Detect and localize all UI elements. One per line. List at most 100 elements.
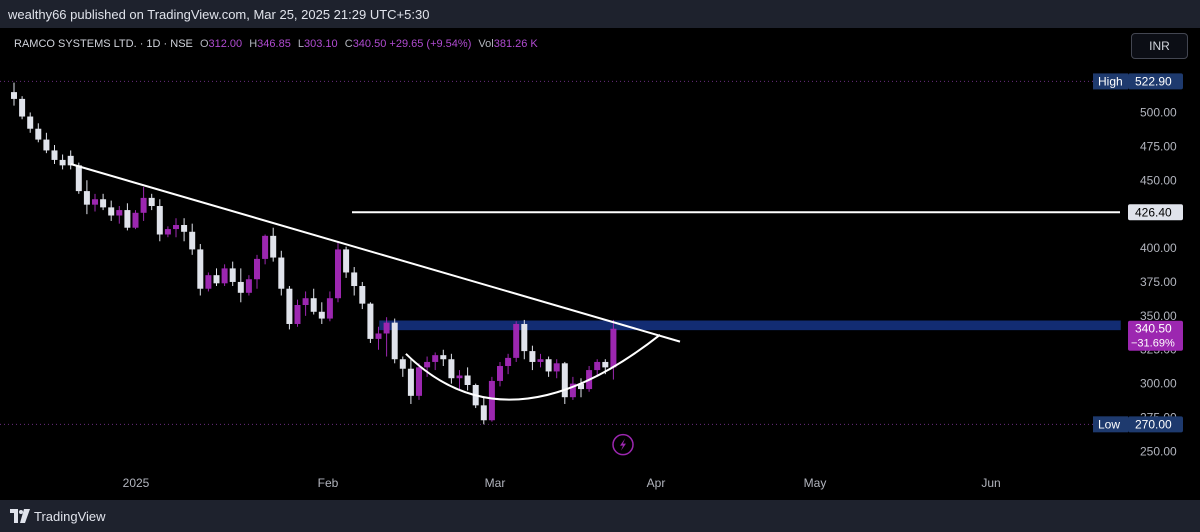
candle-body — [310, 298, 317, 312]
candle-body — [173, 225, 179, 230]
candle-body — [245, 279, 252, 293]
candle-body — [375, 333, 382, 339]
change-value: +29.65 (+9.54%) — [389, 38, 472, 50]
y-tick-label: 375.00 — [1140, 275, 1177, 289]
candle-body — [383, 322, 390, 334]
publisher-bar: wealthy66 published on TradingView.com, … — [0, 0, 1200, 28]
candle-body — [464, 375, 471, 385]
publisher-text: wealthy66 published on TradingView.com, … — [8, 7, 430, 22]
price-tag-bg — [1128, 204, 1183, 221]
lightning-icon — [612, 433, 634, 456]
price-tag-name: High — [1098, 74, 1123, 88]
tradingview-logo-icon — [10, 509, 30, 523]
candle-body — [561, 363, 568, 398]
x-tick-label: Jun — [981, 476, 1000, 490]
candle-body — [318, 311, 325, 319]
candle-body — [594, 361, 601, 371]
candle-body — [448, 359, 455, 379]
candle-body — [108, 207, 115, 216]
candle-body — [237, 281, 244, 293]
candle-body — [140, 197, 147, 213]
candle-body — [326, 298, 333, 319]
y-tick-label: 300.00 — [1140, 377, 1177, 391]
candle-body — [205, 275, 212, 289]
resistance-zone — [379, 320, 1121, 331]
price-tag-bg — [1128, 320, 1183, 351]
price-tag-bg — [1128, 73, 1183, 90]
candle-body — [164, 229, 171, 235]
candle-body — [262, 235, 269, 259]
candle-body — [529, 351, 536, 362]
x-tick-label: Mar — [485, 476, 506, 490]
footer-bar: TradingView — [0, 500, 1200, 532]
candle-body — [537, 359, 544, 362]
candle-body — [181, 225, 188, 232]
symbol-label: RAMCO SYSTEMS LTD. · 1D · NSE — [14, 38, 193, 50]
candle-body — [391, 322, 398, 360]
candle-body — [416, 367, 422, 396]
candle-body — [100, 199, 107, 208]
candle-body — [229, 268, 236, 282]
candle-body — [359, 286, 366, 304]
candle-body — [286, 288, 293, 324]
candle-body — [19, 98, 26, 117]
candle-body — [343, 249, 350, 273]
candle-body — [440, 355, 447, 360]
candle-body — [148, 197, 155, 207]
candle-body — [156, 206, 163, 235]
candle-body — [294, 305, 301, 324]
candle-body — [302, 298, 309, 305]
y-tick-label: 350.00 — [1140, 309, 1177, 323]
candle-body — [270, 235, 277, 258]
candle-body — [254, 258, 260, 280]
candle-body — [497, 366, 503, 381]
price-tag-value: 340.50 — [1135, 322, 1172, 336]
candle-body — [67, 155, 74, 166]
price-tag-name: Low — [1098, 417, 1120, 431]
price-tag-change: −31.69% — [1131, 338, 1175, 350]
rounding-bottom-curve — [405, 334, 661, 401]
candle-body — [602, 361, 609, 368]
candle-body — [488, 380, 495, 421]
x-tick-label: May — [804, 476, 827, 490]
price-tag-value: 270.00 — [1135, 417, 1172, 431]
footer-brand: TradingView — [34, 509, 106, 524]
candle-body — [221, 268, 228, 284]
candle-body — [116, 210, 123, 216]
candle-body — [132, 212, 139, 228]
candle-body — [51, 150, 58, 160]
y-tick-label: 400.00 — [1140, 241, 1177, 255]
close-value: 340.50 — [352, 38, 387, 50]
candle-body — [92, 199, 98, 205]
candle-body — [399, 359, 406, 369]
high-value: 346.85 — [257, 38, 291, 50]
candle-body — [27, 116, 34, 129]
candle-body — [83, 191, 90, 205]
candle-body — [456, 375, 463, 379]
candle-body — [407, 368, 414, 396]
y-tick-label: 250.00 — [1140, 444, 1177, 458]
trendline — [70, 163, 681, 343]
price-tag-value: 522.90 — [1135, 74, 1172, 88]
candle-body — [11, 92, 17, 99]
candle-body — [351, 272, 358, 287]
candle-body — [278, 257, 285, 289]
candle-body — [189, 231, 196, 250]
candle-body — [545, 359, 552, 372]
candle-body — [513, 323, 520, 358]
candle-body — [335, 249, 341, 299]
y-tick-label: 475.00 — [1140, 139, 1177, 153]
candle-body — [480, 405, 487, 421]
volume-value: 381.26 K — [493, 38, 538, 50]
price-tag-name-bg — [1093, 416, 1128, 433]
ohlc-legend: RAMCO SYSTEMS LTD. · 1D · NSE O312.00 H3… — [14, 38, 538, 50]
x-tick-label: Apr — [647, 476, 666, 490]
price-tag-value: 426.40 — [1135, 205, 1172, 219]
lightning-bolt-icon — [620, 438, 626, 451]
candle-body — [43, 139, 50, 151]
candle-body — [35, 128, 42, 140]
currency-selector[interactable]: INR — [1131, 33, 1188, 59]
candle-body — [578, 383, 584, 390]
price-chart[interactable]: 250.00275.00300.00325.00350.00375.00400.… — [0, 28, 1200, 500]
x-tick-label: Feb — [318, 476, 339, 490]
